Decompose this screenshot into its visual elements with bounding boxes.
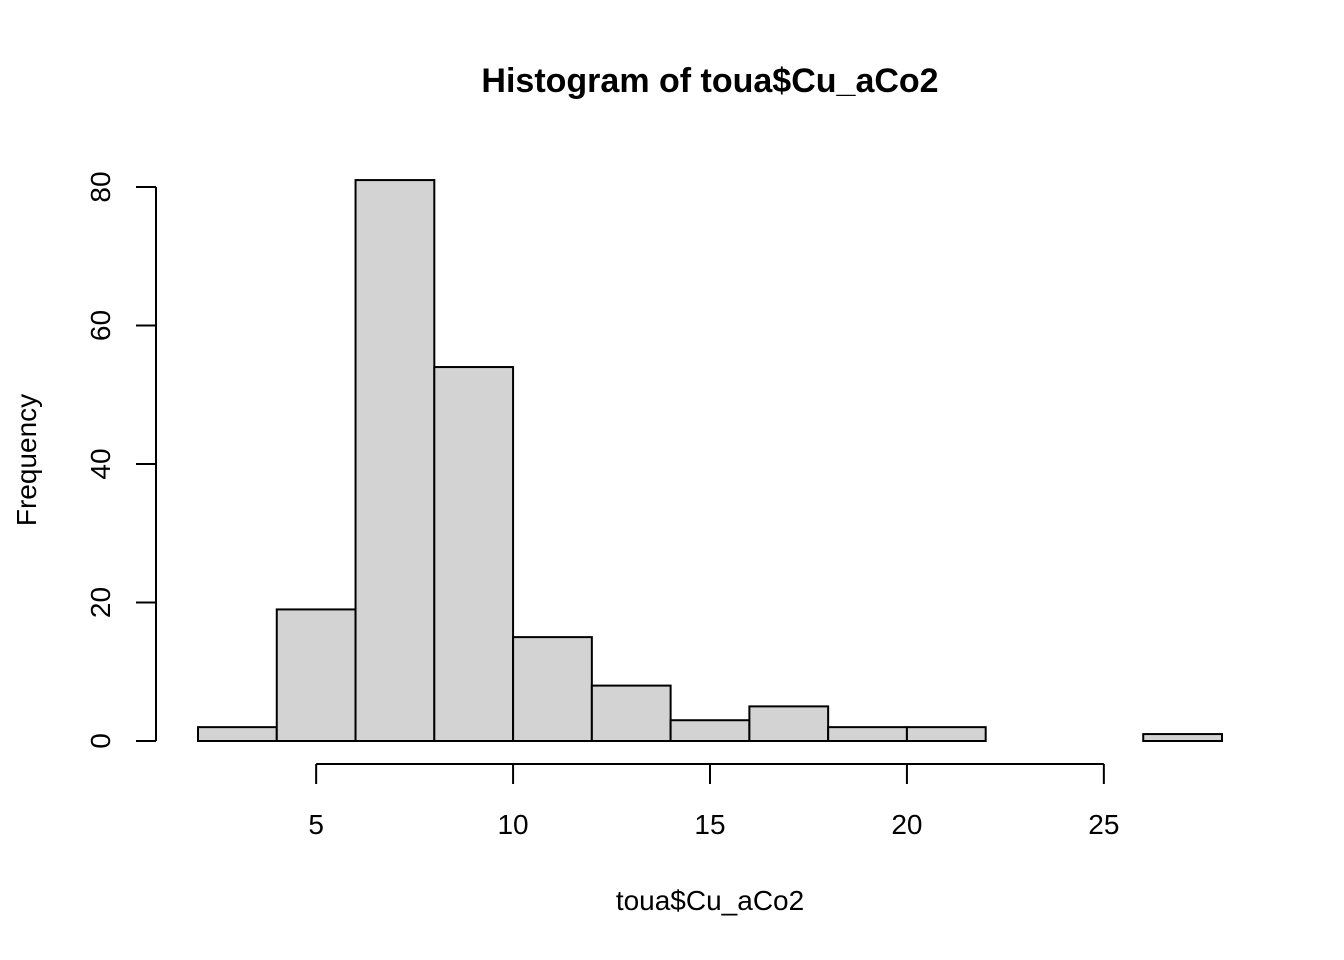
histogram-bar-6-8 [354, 179, 436, 742]
x-tick-label-5: 5 [308, 809, 324, 840]
y-tick-label-80: 80 [85, 171, 116, 202]
histogram-bar-4-6 [275, 608, 357, 742]
histogram-bar-14-16 [669, 719, 751, 742]
y-axis-label: Frequency [11, 394, 42, 526]
chart-title: Histogram of toua$Cu_aCo2 [481, 62, 938, 100]
y-tick-label-60: 60 [85, 310, 116, 341]
histogram-bar-20-22 [905, 726, 987, 743]
y-tick-label-20: 20 [85, 587, 116, 618]
x-tick-label-15: 15 [694, 809, 725, 840]
x-axis-label: toua$Cu_aCo2 [616, 885, 804, 916]
histogram-bar-2-4 [197, 726, 278, 743]
y-tick-label-0: 0 [85, 733, 116, 749]
x-axis: 5 10 15 20 25 [308, 763, 1119, 840]
histogram-bar-10-12 [512, 636, 593, 742]
histogram-bar-8-10 [433, 366, 515, 742]
y-axis: 0 20 40 60 80 [85, 171, 157, 749]
histogram-bar-12-14 [590, 684, 672, 742]
x-tick-label-10: 10 [497, 809, 528, 840]
bars-group [197, 179, 1223, 743]
histogram-bar-16-18 [748, 705, 830, 742]
x-tick-label-25: 25 [1088, 809, 1119, 840]
y-tick-label-40: 40 [85, 448, 116, 479]
x-tick-label-20: 20 [891, 809, 922, 840]
histogram-bar-18-20 [827, 726, 908, 743]
histogram-bar-26-28 [1142, 733, 1223, 743]
